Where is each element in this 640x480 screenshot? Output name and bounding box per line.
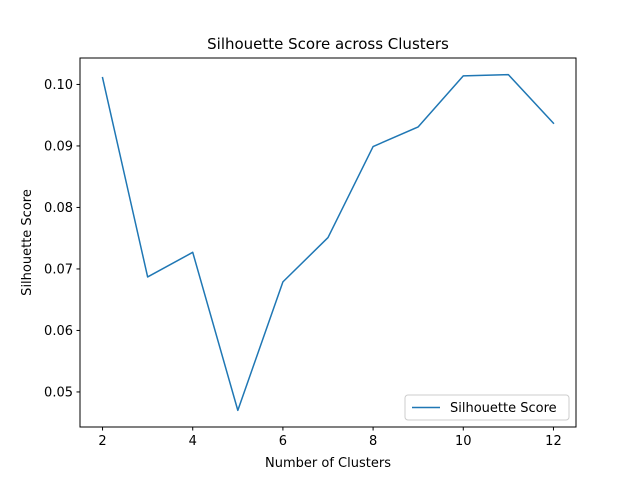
series-layer — [101, 73, 555, 412]
plot-frame — [79, 57, 577, 428]
y-tick-label: 0.10 — [44, 78, 73, 93]
y-tick-label: 0.05 — [44, 385, 73, 400]
plot-area — [80, 58, 576, 427]
y-tick-label: 0.08 — [44, 201, 73, 216]
legend: Silhouette Score — [404, 394, 570, 421]
x-axis-ticks: 2 4 6 8 10 12 — [98, 427, 562, 449]
y-tick-label: 0.06 — [44, 324, 73, 339]
y-tick-label: 0.09 — [44, 139, 73, 154]
y-tick-label: 0.07 — [44, 262, 73, 277]
x-tick-label: 4 — [189, 434, 197, 449]
legend-box — [404, 394, 570, 421]
y-axis-label: Silhouette Score — [20, 189, 35, 296]
x-tick-label: 6 — [279, 434, 287, 449]
x-tick-label: 2 — [98, 434, 106, 449]
y-axis-ticks: 0.05 0.06 0.07 0.08 0.09 0.10 — [44, 78, 80, 400]
series-line-0 — [101, 73, 555, 412]
legend-label: Silhouette Score — [450, 401, 557, 416]
chart-title: Silhouette Score across Clusters — [207, 35, 449, 53]
x-tick-label: 8 — [369, 434, 377, 449]
x-axis-label: Number of Clusters — [265, 456, 391, 471]
x-tick-label: 10 — [455, 434, 472, 449]
x-tick-label: 12 — [545, 434, 562, 449]
